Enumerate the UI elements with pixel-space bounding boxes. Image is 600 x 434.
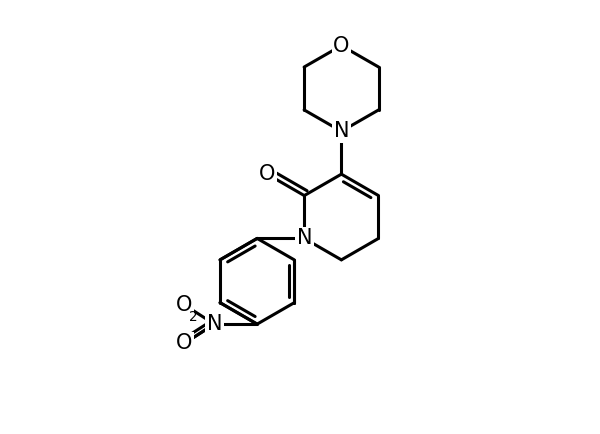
Text: N: N — [296, 228, 312, 248]
Text: O: O — [259, 164, 275, 184]
Text: N: N — [334, 122, 349, 141]
Text: O: O — [176, 333, 193, 353]
Text: N: N — [206, 314, 222, 334]
Text: O: O — [176, 295, 193, 315]
Text: 2: 2 — [190, 310, 198, 324]
Text: O: O — [333, 36, 350, 56]
